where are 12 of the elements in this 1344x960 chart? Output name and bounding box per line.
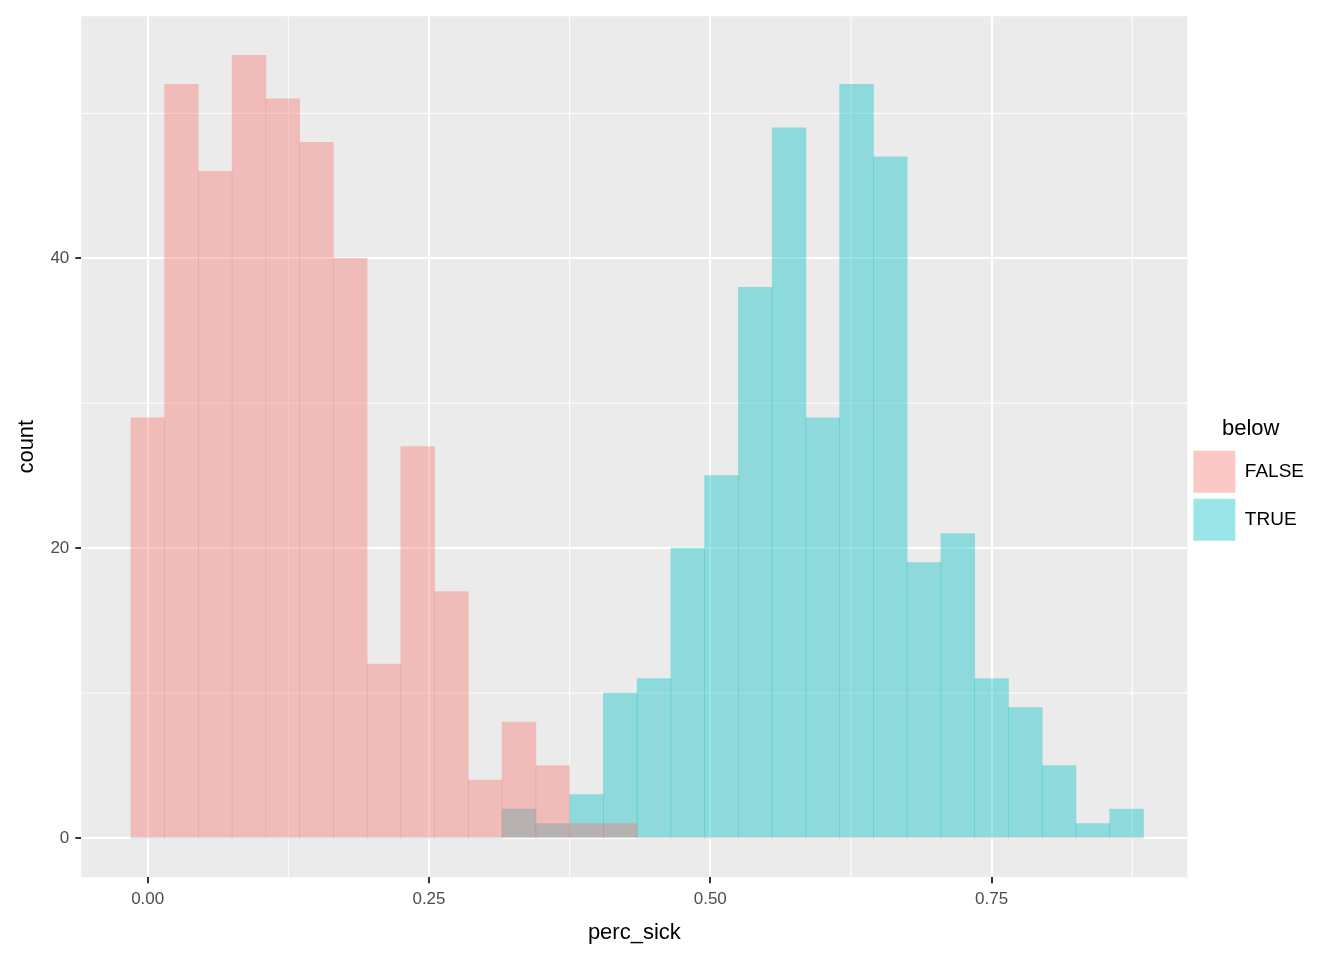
legend-title: below: [1221, 415, 1280, 441]
legend-label: TRUE: [1244, 507, 1297, 529]
x-tick-label: 0.25: [412, 889, 446, 909]
x-tick-label: 0.75: [975, 889, 1009, 909]
x-tick-label: 0.00: [131, 889, 165, 909]
y-tick-label: 0: [59, 827, 70, 847]
y-tick-label: 20: [50, 537, 70, 557]
legend-label: FALSE: [1244, 459, 1305, 481]
x-axis-title: perc_sick: [587, 918, 682, 944]
y-tick-label: 40: [50, 247, 70, 267]
x-tick-label: 0.50: [693, 889, 727, 909]
y-axis-title: count: [13, 419, 39, 474]
